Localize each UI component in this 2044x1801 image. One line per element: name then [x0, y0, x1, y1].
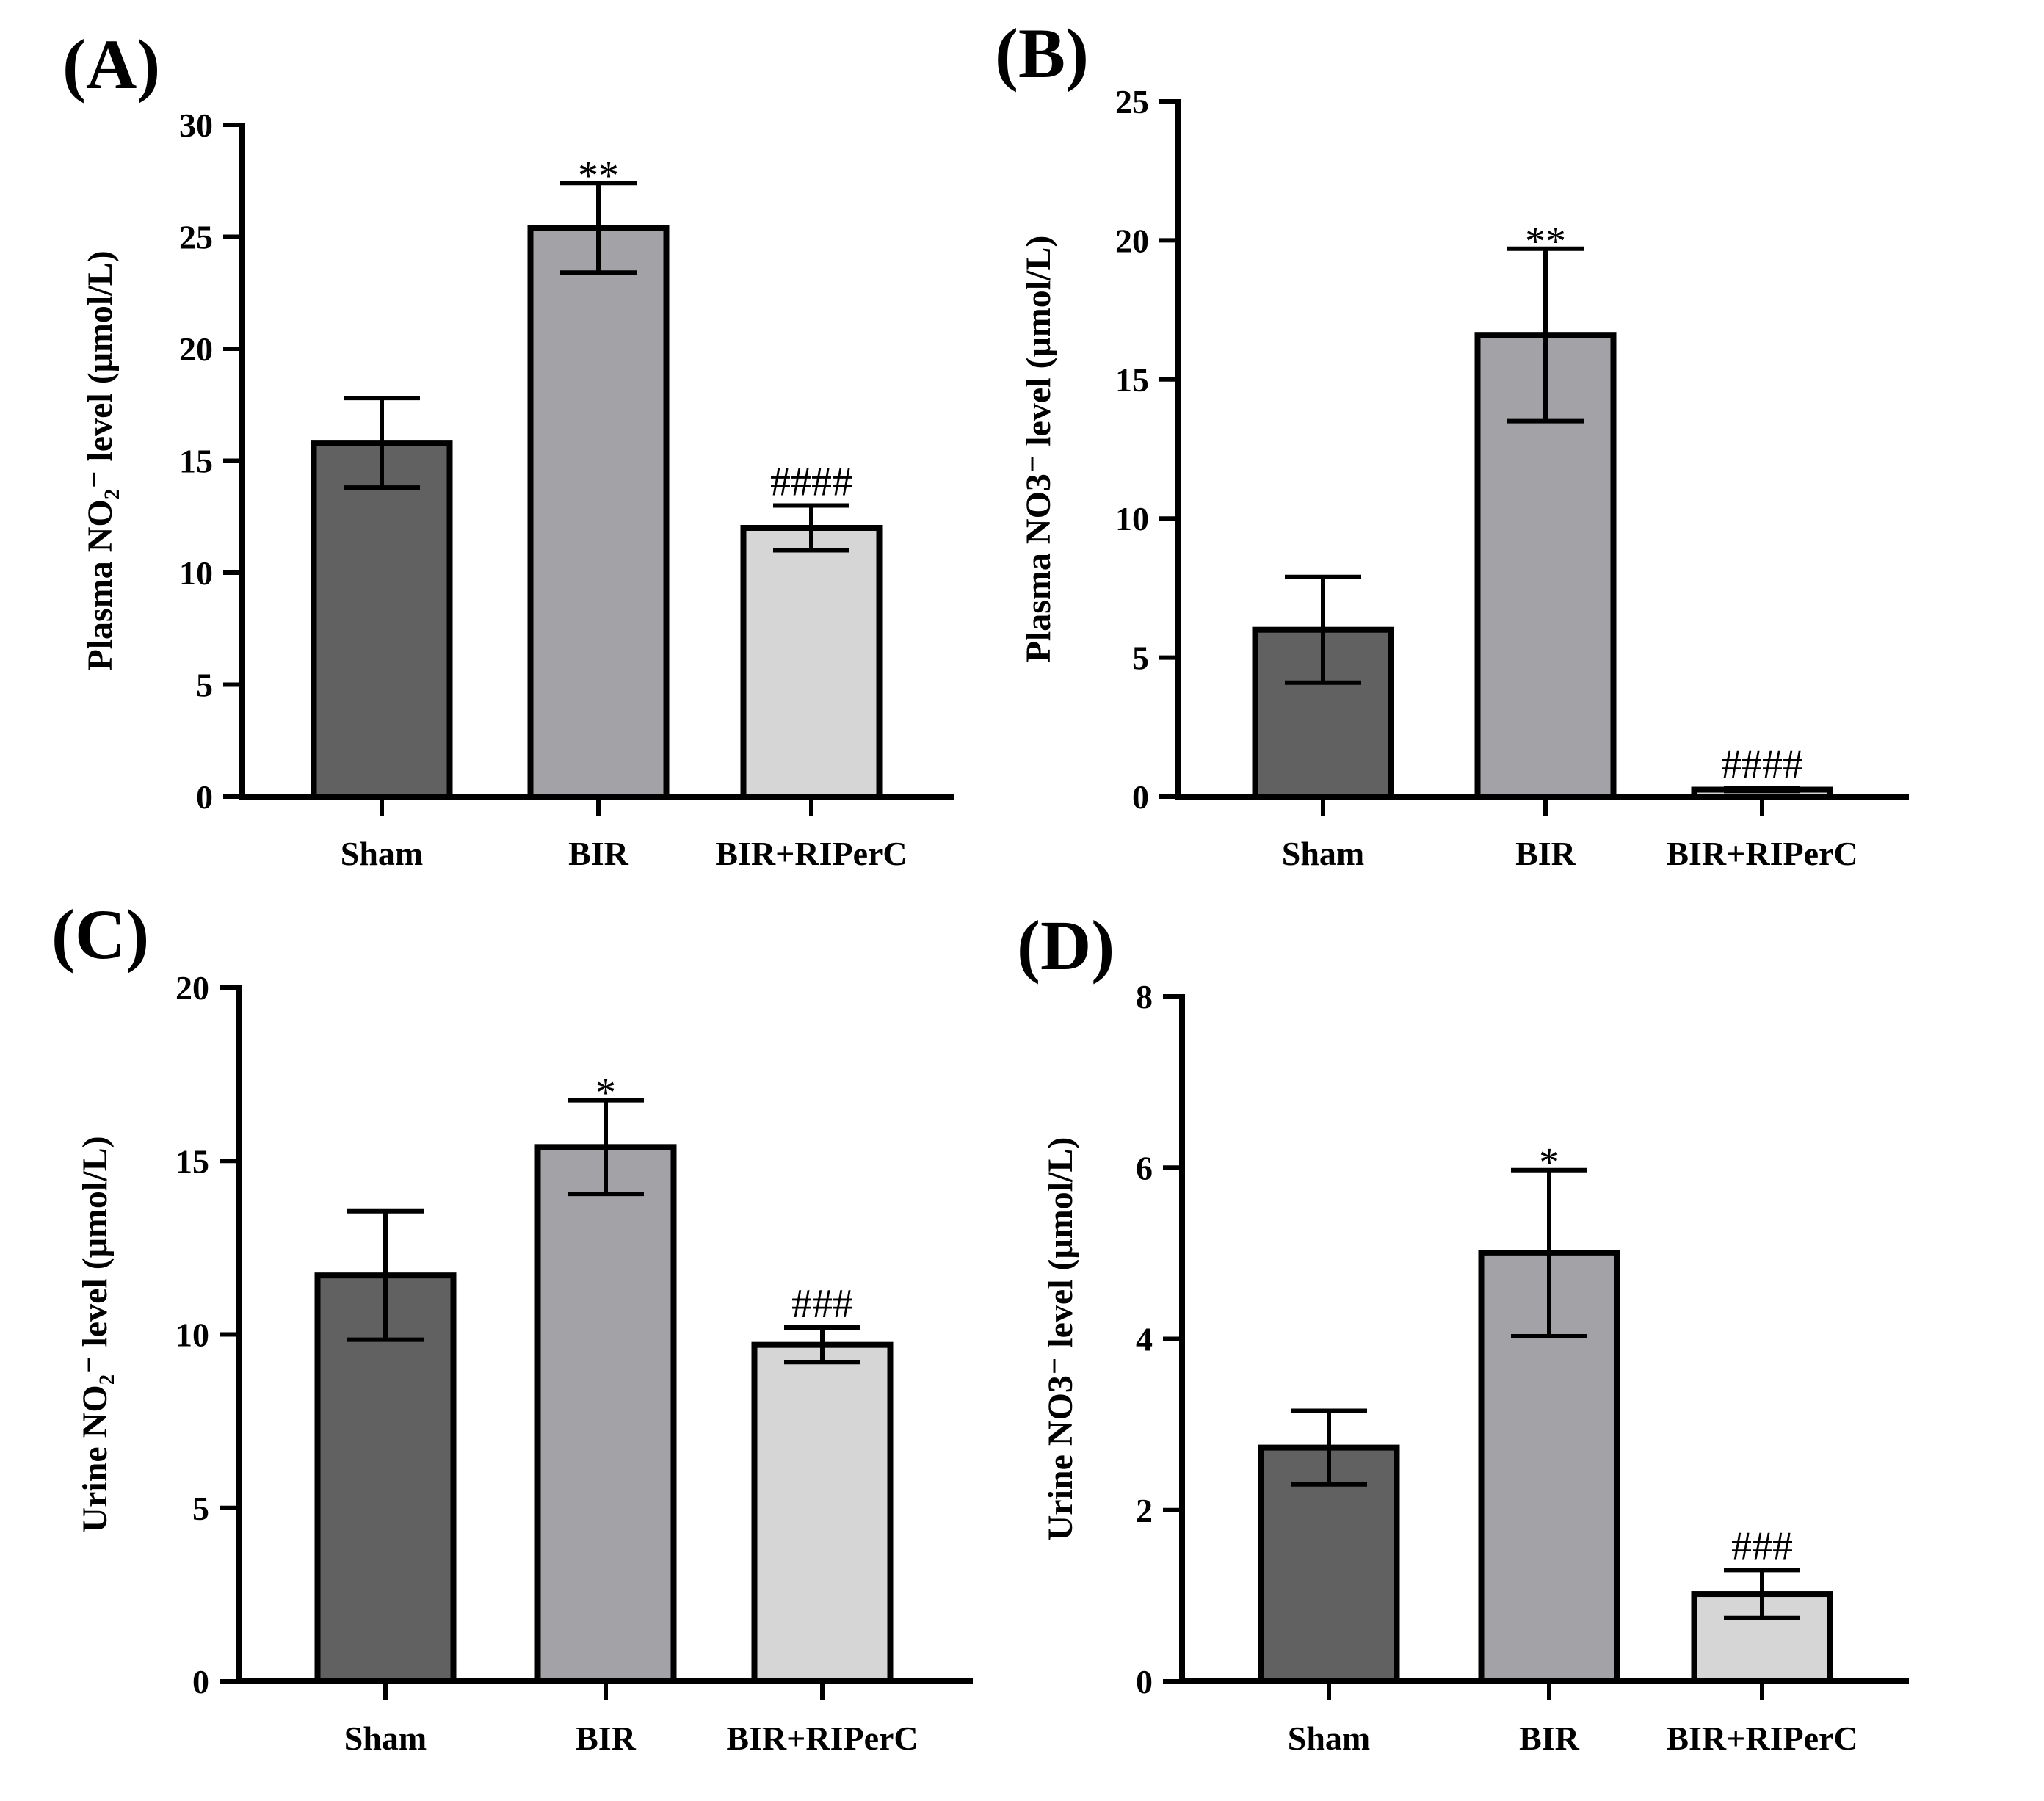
x-tick-label: BIR [568, 835, 629, 872]
significance-label: ** [1525, 219, 1566, 264]
y-tick-label: 10 [175, 1316, 209, 1354]
x-tick-label: BIR [1515, 835, 1576, 872]
y-axis-title: Plasma NO3⁻ level (μmol/L) [1019, 236, 1058, 663]
bar-bir [527, 225, 670, 800]
panel-a: (A) Sham ** BIR #### BIR+RIPerC 0 5 10 15 20 25 30 Pl… [62, 25, 954, 872]
x-tick-label: BIR+RIPerC [1666, 835, 1858, 872]
bar-bir [534, 1144, 677, 1684]
y-tick-label: 30 [179, 106, 213, 144]
y-axis-title: Urine NO₂⁻ level (μmol/L) [76, 1136, 115, 1532]
x-tick-label: BIR+RIPerC [715, 835, 907, 872]
y-tick-label: 5 [192, 1490, 209, 1527]
y-tick-label: 0 [1132, 778, 1149, 816]
y-tick-label: 25 [179, 219, 213, 256]
x-tick-label: BIR+RIPerC [1666, 1720, 1858, 1757]
y-tick-label: 5 [1132, 639, 1149, 677]
panel-label: (D) [1017, 906, 1115, 985]
y-tick-label: 2 [1136, 1492, 1153, 1529]
significance-label: ### [1731, 1523, 1793, 1569]
panel-label: (B) [995, 14, 1089, 93]
significance-label: ### [791, 1281, 853, 1327]
significance-label: #### [1721, 742, 1803, 788]
panel-d: (D) Sham * BIR ### BIR+RIPerC 0 2 4 6 8 Urine NO3⁻ … [1017, 906, 1909, 1757]
y-tick-label: 20 [1115, 222, 1149, 259]
y-tick-label: 20 [179, 330, 213, 368]
x-tick-label: BIR [576, 1720, 637, 1757]
bar-sham [1258, 1444, 1400, 1685]
significance-label: * [595, 1070, 616, 1116]
y-tick-label: 6 [1136, 1149, 1153, 1186]
y-tick-label: 20 [175, 969, 209, 1007]
y-tick-label: 10 [179, 554, 213, 592]
y-tick-label: 0 [196, 778, 213, 816]
panel-b: (B) Sham ** BIR #### BIR+RIPerC 0 5 10 15 20 25 Plas… [995, 14, 1909, 872]
bar-bir-riperc [740, 525, 883, 800]
bar-sham [314, 1272, 457, 1685]
x-tick-label: Sham [341, 835, 423, 872]
y-tick-label: 10 [1115, 500, 1149, 537]
x-tick-label: Sham [1282, 835, 1364, 872]
significance-label: * [1539, 1140, 1559, 1186]
y-tick-label: 0 [192, 1663, 209, 1700]
x-tick-label: Sham [344, 1720, 427, 1757]
y-tick-label: 5 [196, 667, 213, 704]
x-tick-label: Sham [1288, 1720, 1370, 1757]
y-axis-title: Urine NO3⁻ level (μmol/L) [1041, 1137, 1080, 1541]
x-tick-label: BIR [1519, 1720, 1580, 1757]
bar-sham [311, 440, 453, 800]
significance-label: ** [578, 153, 619, 198]
y-tick-label: 15 [179, 443, 213, 480]
y-axis-title: Plasma NO₂⁻ level (μmol/L) [81, 250, 120, 670]
y-tick-label: 15 [1115, 361, 1149, 399]
x-tick-label: BIR+RIPerC [726, 1720, 918, 1757]
significance-label: #### [770, 460, 852, 505]
panel-label: (A) [62, 25, 160, 104]
y-tick-label: 8 [1136, 978, 1153, 1015]
y-tick-label: 4 [1136, 1321, 1153, 1358]
y-tick-label: 15 [175, 1142, 209, 1180]
y-tick-label: 25 [1115, 83, 1149, 120]
panel-label: (C) [51, 895, 149, 974]
bar-bir-riperc [751, 1341, 894, 1685]
y-tick-label: 0 [1136, 1663, 1153, 1700]
panel-c: (C) Sham * BIR ### BIR+RIPerC 0 5 10 15 20 Urine NO… [51, 895, 973, 1757]
